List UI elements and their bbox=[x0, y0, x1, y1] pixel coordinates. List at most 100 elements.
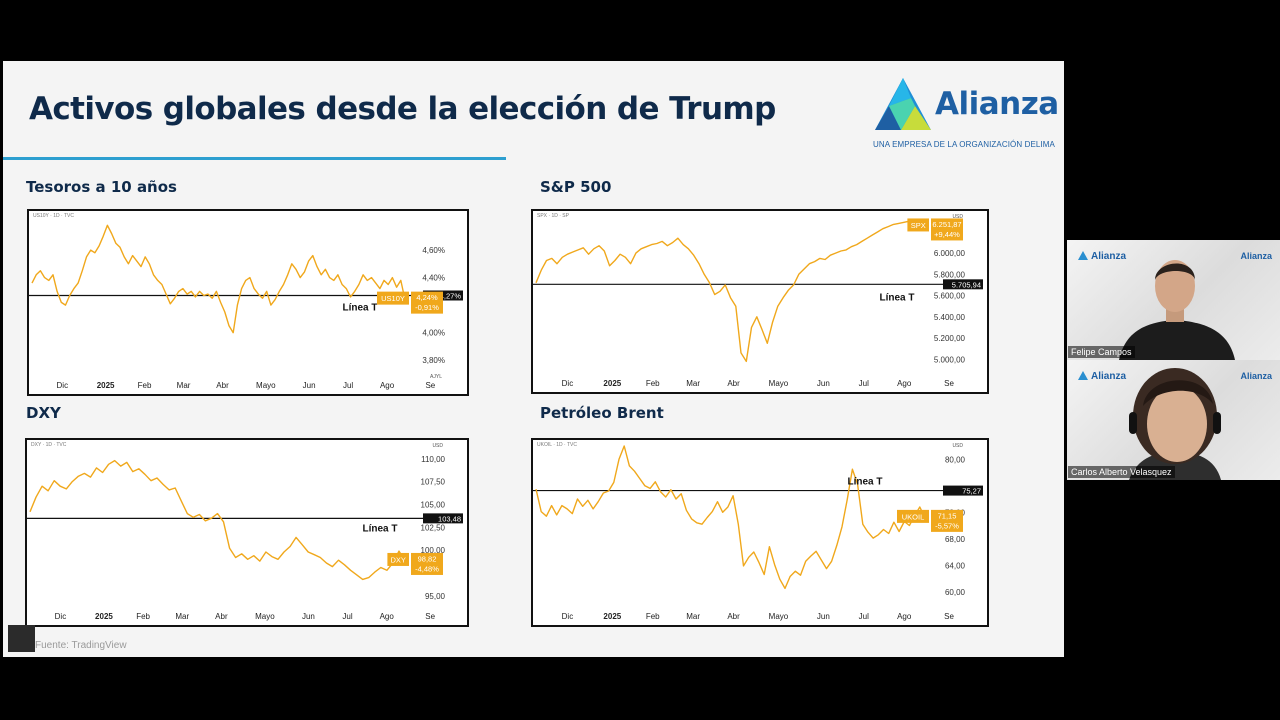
video-tile-felipe[interactable]: Alianza Alianza Felipe Campos bbox=[1067, 240, 1280, 360]
y-unit-label: USD bbox=[952, 443, 963, 449]
video-tile-carlos[interactable]: Alianza Alianza Carlos Alberto Velasquez bbox=[1067, 360, 1280, 480]
chart-header: UKOIL · 1D · TVC bbox=[537, 442, 577, 448]
y-unit-label: AJYL bbox=[430, 374, 442, 380]
x-tick-label: Dic bbox=[55, 612, 67, 621]
y-tick-label: 5.000,00 bbox=[934, 355, 966, 364]
x-tick-label: Mar bbox=[686, 379, 700, 388]
reference-line-label: Línea T bbox=[879, 292, 914, 303]
chart-svg: US10Y · 1D · TVC 4,60% 4,40% 4,00% 3,80% AJYL… bbox=[29, 213, 463, 390]
x-tick-label: Jun bbox=[302, 612, 315, 621]
alianza-logo: Alianza UNA EMPRESA DE LA ORGANIZACIÓN D… bbox=[871, 76, 1059, 156]
price-badge-value-bg bbox=[931, 509, 963, 532]
reference-price-tag-text: 4,27% bbox=[440, 292, 462, 301]
x-tick-label: Ago bbox=[380, 612, 395, 621]
x-tick-label: Feb bbox=[646, 612, 660, 621]
y-tick-label: 102,50 bbox=[421, 523, 446, 532]
x-tick-label: Mayo bbox=[769, 612, 789, 621]
x-tick-label: Jul bbox=[342, 612, 352, 621]
reference-price-tag: 103,48 bbox=[423, 513, 463, 524]
x-tick-label: Abr bbox=[727, 379, 740, 388]
x-tick-label: Jun bbox=[817, 612, 830, 621]
chart-header: US10Y · 1D · TVC bbox=[33, 213, 74, 219]
price-badge-change: -0,91% bbox=[415, 303, 439, 312]
reference-line-label: Línea T bbox=[362, 523, 397, 534]
price-series-line bbox=[29, 459, 406, 581]
price-series-line bbox=[535, 220, 926, 363]
reference-line-label: Línea T bbox=[847, 477, 882, 488]
y-tick-label: 4,00% bbox=[422, 329, 445, 338]
price-series-line bbox=[31, 224, 406, 334]
y-tick-label: 6.000,00 bbox=[934, 249, 966, 258]
price-badge-value: 98,82 bbox=[418, 554, 437, 563]
slide-title: Activos globales desde la elección de Tr… bbox=[29, 91, 776, 127]
price-badge-value-bg bbox=[931, 218, 963, 241]
y-tick-label: 60,00 bbox=[945, 588, 966, 597]
price-badge: DXY 98,82-4,48% bbox=[387, 552, 443, 575]
y-tick-label: 4,60% bbox=[422, 246, 445, 255]
y-tick-label: 3,80% bbox=[422, 356, 445, 365]
source-note: Fuente: TradingView bbox=[35, 640, 127, 651]
price-badge-change: -5,57% bbox=[935, 521, 959, 530]
price-badge-value: 4,24% bbox=[416, 293, 438, 302]
x-tick-label: Feb bbox=[138, 381, 152, 390]
reference-price-tag-bg bbox=[943, 279, 983, 290]
y-tick-label: 64,00 bbox=[945, 561, 966, 570]
y-tick-label: 100,00 bbox=[421, 546, 446, 555]
y-unit-label: USD bbox=[432, 443, 443, 449]
x-tick-label: Feb bbox=[646, 379, 660, 388]
price-badge-value-bg bbox=[411, 291, 443, 314]
x-tick-label: Abr bbox=[727, 612, 740, 621]
x-tick-label: Se bbox=[425, 381, 435, 390]
x-tick-label: 2025 bbox=[97, 381, 115, 390]
price-badge-symbol-bg bbox=[387, 552, 409, 566]
chart-svg: UKOIL · 1D · TVC80,0072,0068,0064,0060,0… bbox=[533, 442, 983, 621]
price-badge-symbol: SPX bbox=[911, 221, 926, 230]
y-tick-label: 5.200,00 bbox=[934, 334, 966, 343]
price-badge-symbol-bg bbox=[377, 291, 409, 305]
x-tick-label: Mayo bbox=[769, 379, 789, 388]
price-series-line bbox=[535, 445, 926, 590]
alianza-mark-icon bbox=[1078, 251, 1088, 260]
x-tick-label: Ago bbox=[897, 379, 912, 388]
reference-price-tag-text: 5.705,94 bbox=[952, 280, 981, 289]
logo-wordmark: Alianza bbox=[935, 86, 1059, 122]
participant-name-tag: Felipe Campos bbox=[1068, 346, 1135, 358]
x-tick-label: Jul bbox=[343, 381, 353, 390]
reference-price-tag: 5.705,94 bbox=[943, 279, 983, 290]
price-badge-change: +9,44% bbox=[934, 230, 960, 239]
participant-name-tag: Carlos Alberto Velasquez bbox=[1068, 466, 1175, 478]
price-badge: UKOIL 71,15-5,57% bbox=[897, 509, 963, 532]
chart-dxy: DXY · 1D · TVC 110,00 107,50 105,00 102,50 10… bbox=[25, 438, 469, 627]
x-tick-label: 2025 bbox=[95, 612, 113, 621]
chart-title-sp500: S&P 500 bbox=[540, 178, 612, 196]
price-badge-symbol: UKOIL bbox=[902, 512, 925, 521]
x-tick-label: Mar bbox=[686, 612, 700, 621]
y-tick-label: 68,00 bbox=[945, 535, 966, 544]
video-logo-right: Alianza bbox=[1240, 251, 1272, 261]
x-tick-label: 2025 bbox=[603, 612, 621, 621]
price-badge-symbol: DXY bbox=[390, 555, 405, 564]
presenter-thumbnail-square[interactable] bbox=[8, 625, 35, 652]
x-tick-label: Mar bbox=[175, 612, 189, 621]
video-logo-left: Alianza bbox=[1078, 251, 1126, 262]
y-tick-label: 5.400,00 bbox=[934, 313, 966, 322]
x-tick-label: Ago bbox=[897, 612, 912, 621]
x-tick-label: Mayo bbox=[256, 381, 276, 390]
reference-price-tag-text: 103,48 bbox=[438, 514, 461, 523]
y-tick-label: 95,00 bbox=[425, 592, 446, 601]
x-tick-label: Se bbox=[944, 612, 954, 621]
alianza-triangle-logo-icon bbox=[875, 78, 931, 130]
reference-price-tag-bg bbox=[943, 485, 983, 496]
x-tick-label: Dic bbox=[57, 381, 69, 390]
logo-tagline: UNA EMPRESA DE LA ORGANIZACIÓN DELIMA bbox=[873, 140, 1055, 149]
alianza-mark-icon bbox=[1078, 371, 1088, 380]
x-tick-label: Ago bbox=[380, 381, 395, 390]
y-tick-label: 107,50 bbox=[421, 478, 446, 487]
price-badge-symbol-bg bbox=[897, 509, 929, 523]
chart-header: DXY · 1D · TVC bbox=[31, 442, 67, 448]
price-badge: SPX 6.251,87+9,44% bbox=[907, 218, 963, 241]
x-tick-label: Mar bbox=[177, 381, 191, 390]
title-underline bbox=[3, 157, 506, 160]
x-tick-label: Se bbox=[944, 379, 954, 388]
participant-video-person bbox=[1129, 368, 1221, 480]
